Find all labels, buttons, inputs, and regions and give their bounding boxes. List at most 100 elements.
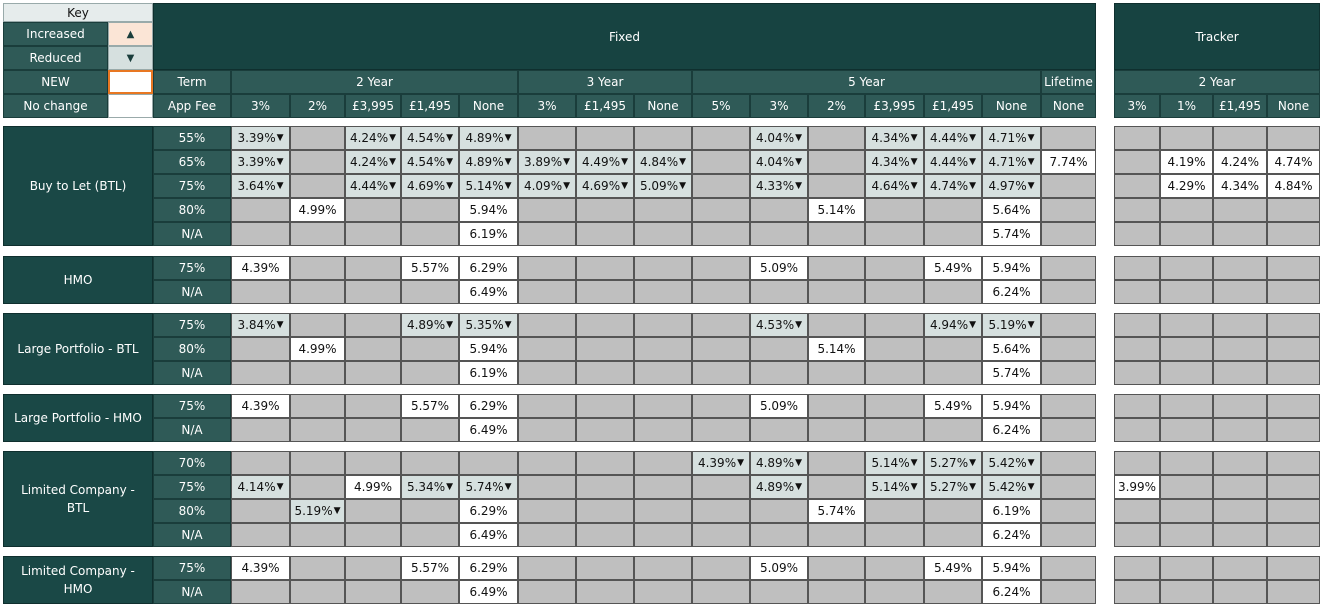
rate-cell [808, 256, 865, 280]
rate-value: 3.89% [523, 155, 563, 169]
rate-cell [576, 222, 634, 246]
change-arrow: ▼ [679, 181, 687, 191]
rate-cell: 6.29% [459, 256, 518, 280]
rate-cell [750, 222, 808, 246]
rate-cell [865, 499, 924, 523]
change-arrow: ▼ [1027, 133, 1035, 143]
rate-cell [692, 361, 750, 385]
ltv: N/A [153, 280, 231, 304]
rate-cell: 3.89% ▼ [518, 150, 576, 174]
rate-cell [401, 222, 459, 246]
rate-cell [290, 418, 345, 442]
rate-cell: 4.84% [1267, 174, 1320, 198]
ltv: 80% [153, 198, 231, 222]
rate-cell: 5.49% [924, 256, 982, 280]
rate-cell [865, 580, 924, 604]
rate-cell [1267, 280, 1320, 304]
rate-cell: 5.49% [924, 556, 982, 580]
change-arrow: ▼ [446, 482, 454, 492]
rate-cell [634, 499, 692, 523]
rate-cell [576, 523, 634, 547]
key-marker [108, 70, 153, 94]
rate-cell [1041, 580, 1096, 604]
rate-cell [808, 150, 865, 174]
rate-cell: 4.89% ▼ [401, 313, 459, 337]
rate-cell [865, 256, 924, 280]
rate-value: 5.14% [465, 179, 504, 193]
rate-cell [1213, 313, 1267, 337]
rate-cell [401, 580, 459, 604]
rate-cell [1041, 556, 1096, 580]
rate-cell [576, 580, 634, 604]
rate-cell [576, 418, 634, 442]
rate-cell [1213, 394, 1267, 418]
fee-header: None [459, 94, 518, 118]
change-arrow: ▼ [795, 482, 803, 492]
rate-cell [518, 313, 576, 337]
rate-cell [1213, 126, 1267, 150]
section-name: Buy to Let (BTL) [3, 126, 153, 246]
term-header: 2 Year [231, 70, 518, 94]
rate-cell [634, 475, 692, 499]
rate-cell [1041, 451, 1096, 475]
key-symbol: ▲ [126, 28, 135, 40]
rate-cell: 6.19% [459, 222, 518, 246]
rate-cell: 5.14% ▼ [459, 174, 518, 198]
rate-cell [345, 580, 401, 604]
rate-cell [576, 475, 634, 499]
rate-cell [518, 556, 576, 580]
rate-cell [290, 580, 345, 604]
rate-cell [1213, 280, 1267, 304]
rate-cell: 4.34% [1213, 174, 1267, 198]
rate-cell [692, 198, 750, 222]
rate-cell [518, 499, 576, 523]
ltv: 75% [153, 256, 231, 280]
rate-cell: 4.04% ▼ [750, 126, 808, 150]
rate-cell [1213, 337, 1267, 361]
rate-cell [576, 337, 634, 361]
rate-cell: 5.64% [982, 337, 1041, 361]
rate-cell [1160, 418, 1213, 442]
ltv: 80% [153, 499, 231, 523]
key-label: Reduced [3, 46, 108, 70]
ltv: 75% [153, 394, 231, 418]
change-arrow: ▼ [795, 181, 803, 191]
ltv: 70% [153, 451, 231, 475]
rate-cell: 5.09% [750, 394, 808, 418]
rate-cell [1114, 280, 1160, 304]
rate-cell [345, 394, 401, 418]
change-arrow: ▼ [969, 482, 977, 492]
rate-cell [1114, 174, 1160, 198]
section-name: HMO [3, 256, 153, 304]
key-marker: ▼ [108, 46, 153, 70]
rate-cell [750, 337, 808, 361]
key-marker [108, 94, 153, 118]
rate-cell: 4.44% ▼ [924, 126, 982, 150]
change-arrow: ▼ [969, 458, 977, 468]
change-arrow: ▼ [969, 157, 977, 167]
rate-cell [1267, 126, 1320, 150]
rate-cell [231, 580, 290, 604]
rate-cell [231, 198, 290, 222]
rate-cell [865, 361, 924, 385]
rate-value: 4.53% [755, 318, 795, 332]
rate-cell [692, 150, 750, 174]
rate-cell [1160, 394, 1213, 418]
rate-cell [924, 198, 982, 222]
rate-cell [345, 337, 401, 361]
rate-cell: 4.24% [1213, 150, 1267, 174]
rate-cell [1041, 198, 1096, 222]
ltv: N/A [153, 523, 231, 547]
rate-cell [865, 222, 924, 246]
rate-cell: 5.74% [808, 499, 865, 523]
rate-cell [634, 556, 692, 580]
rate-cell [1114, 337, 1160, 361]
rate-cell [750, 280, 808, 304]
ltv: N/A [153, 418, 231, 442]
rate-value: 5.35% [465, 318, 504, 332]
change-arrow: ▼ [446, 133, 454, 143]
change-arrow: ▼ [910, 181, 918, 191]
rate-cell [1160, 580, 1213, 604]
rate-cell [634, 313, 692, 337]
rate-cell: 5.27% ▼ [924, 475, 982, 499]
